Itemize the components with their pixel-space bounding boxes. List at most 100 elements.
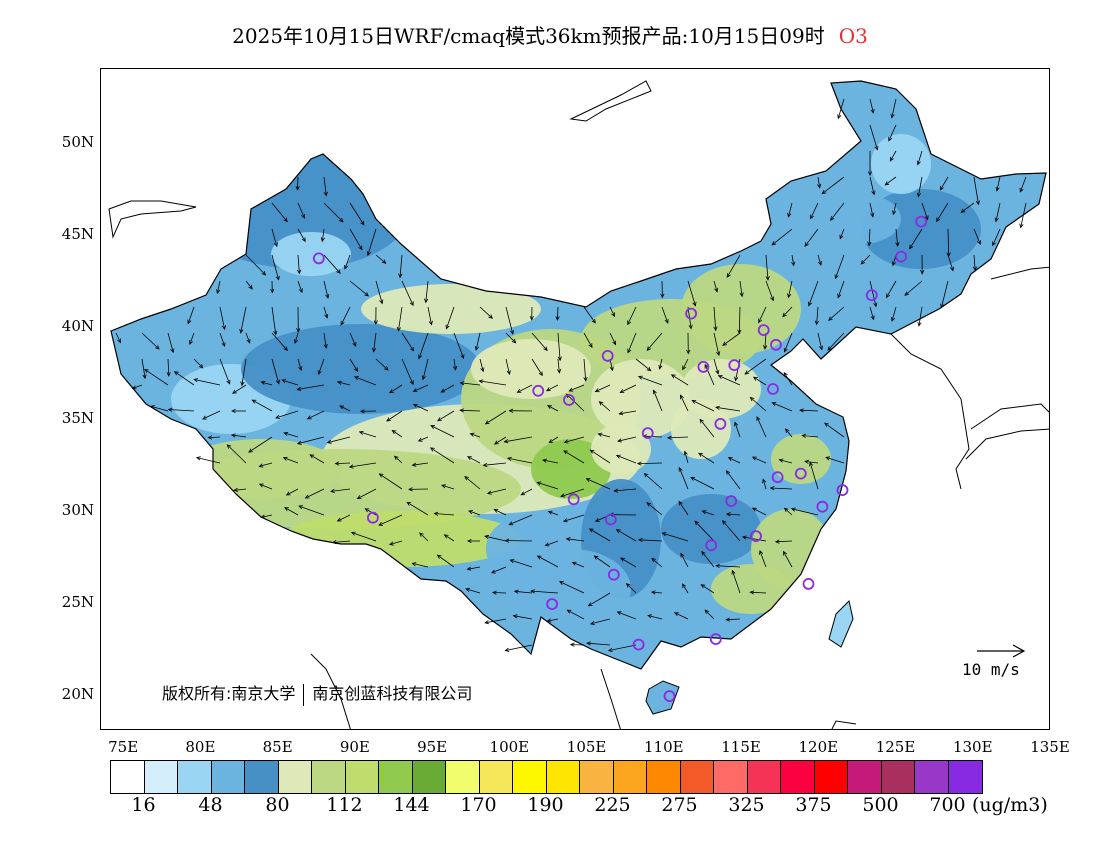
colorbar-cell bbox=[211, 761, 245, 793]
wind-arrow bbox=[895, 228, 899, 247]
wind-arrow-head bbox=[428, 320, 433, 326]
wind-arrow bbox=[917, 150, 923, 165]
wind-arrow bbox=[297, 202, 305, 219]
wind-arrow bbox=[548, 511, 559, 516]
wind-arrow bbox=[261, 514, 273, 518]
wind-arrow-head bbox=[916, 192, 922, 198]
wind-arrow-head bbox=[304, 494, 310, 499]
city-marker-urumqi bbox=[312, 252, 325, 265]
wind-arrow-head bbox=[226, 379, 231, 385]
wind-arrow-head bbox=[701, 550, 706, 556]
wind-arrow bbox=[547, 405, 559, 412]
colorbar-cell bbox=[479, 761, 513, 793]
wind-arrow-head bbox=[571, 561, 577, 566]
wind-arrow-head bbox=[660, 293, 665, 299]
wind-arrow-head bbox=[503, 439, 509, 444]
wind-arrow bbox=[626, 583, 637, 594]
wind-arrow bbox=[545, 540, 559, 546]
colorbar-cell bbox=[178, 761, 212, 793]
wind-arrow bbox=[644, 473, 663, 490]
wind-arrow-head bbox=[583, 376, 588, 382]
wind-arrow bbox=[739, 280, 743, 297]
wind-arrow bbox=[947, 228, 950, 257]
wind-arrow bbox=[389, 384, 403, 394]
wind-arrow bbox=[430, 425, 455, 438]
ozone-patch bbox=[531, 439, 611, 499]
wind-arrow-head bbox=[555, 316, 560, 321]
wind-arrow bbox=[167, 358, 170, 376]
wind-arrow-head bbox=[358, 245, 363, 251]
wind-arrow-head bbox=[323, 343, 328, 349]
wind-arrow bbox=[144, 369, 169, 386]
wind-arrow-head bbox=[762, 478, 767, 484]
wind-arrow bbox=[569, 384, 585, 392]
wind-arrow-head bbox=[251, 399, 257, 404]
wind-arrow-head bbox=[892, 210, 897, 216]
colorbar-label: 700 bbox=[929, 794, 966, 816]
wind-arrow bbox=[375, 358, 389, 371]
colorbar-cell bbox=[915, 761, 949, 793]
wind-arrow bbox=[891, 306, 897, 322]
wind-arrow-head bbox=[785, 428, 790, 433]
wind-arrow-head bbox=[491, 590, 497, 595]
wind-arrow bbox=[547, 618, 559, 622]
wind-arrow-head bbox=[593, 555, 599, 560]
wind-arrow-head bbox=[588, 343, 593, 348]
lat-label: 50N bbox=[61, 133, 94, 152]
wind-arrow-head bbox=[142, 374, 147, 380]
city-marker-guiyang bbox=[607, 568, 620, 581]
wind-arrow-head bbox=[516, 388, 522, 393]
wind-arrow-head bbox=[296, 440, 302, 445]
wind-arrow-head bbox=[544, 542, 550, 547]
city-marker-beijing bbox=[757, 324, 770, 337]
wind-arrow bbox=[816, 306, 819, 325]
colorbar-cell bbox=[111, 761, 145, 793]
wind-reference-arrow bbox=[977, 644, 1026, 658]
wind-arrow-head bbox=[917, 321, 922, 327]
wind-arrow bbox=[349, 462, 377, 468]
colorbar-cell bbox=[613, 761, 647, 793]
wind-arrow-head bbox=[884, 181, 890, 186]
wind-arrow-head bbox=[650, 590, 656, 595]
wind-arrow bbox=[297, 358, 302, 371]
wind-arrow-head bbox=[536, 555, 542, 560]
wind-arrow-head bbox=[770, 296, 775, 302]
wind-arrow bbox=[973, 228, 981, 245]
wind-arrow-head bbox=[804, 459, 810, 464]
lon-label: 130E bbox=[952, 738, 993, 756]
wind-arrow-head bbox=[373, 320, 378, 325]
wind-arrow-head bbox=[890, 113, 895, 119]
ozone-patch bbox=[486, 514, 576, 584]
wind-arrow bbox=[115, 332, 121, 343]
wind-arrow-head bbox=[867, 171, 873, 177]
wind-arrow-head bbox=[725, 617, 731, 622]
wind-arrow-head bbox=[808, 301, 812, 307]
wind-arrow bbox=[821, 176, 845, 195]
wind-arrow-head bbox=[336, 269, 341, 274]
wind-arrow-head bbox=[193, 378, 199, 383]
wind-arrow bbox=[758, 306, 767, 323]
wind-arrow bbox=[909, 228, 923, 249]
wind-arrow bbox=[726, 513, 741, 516]
wind-arrow-head bbox=[585, 478, 591, 482]
wind-arrow bbox=[835, 254, 845, 279]
wind-arrow-head bbox=[704, 363, 709, 369]
wind-arrow bbox=[837, 280, 845, 298]
wind-arrow-head bbox=[298, 366, 303, 371]
wind-arrow-head bbox=[421, 375, 426, 381]
wind-arrow bbox=[599, 401, 611, 412]
baikal-lake bbox=[569, 80, 652, 122]
colorbar-cell bbox=[848, 761, 882, 793]
wind-arrow bbox=[557, 332, 561, 361]
wind-arrow bbox=[638, 376, 663, 386]
city-marker-yinchuan bbox=[601, 349, 614, 362]
wind-arrow-head bbox=[381, 259, 387, 264]
wind-arrow-head bbox=[283, 217, 288, 223]
wind-arrow bbox=[744, 358, 767, 375]
wind-arrow bbox=[810, 202, 819, 219]
wind-arrow-head bbox=[680, 552, 685, 558]
ozone-patch bbox=[711, 564, 791, 614]
wind-arrow bbox=[189, 332, 195, 345]
wind-arrow-head bbox=[870, 212, 875, 218]
wind-arrow-head bbox=[391, 430, 397, 435]
